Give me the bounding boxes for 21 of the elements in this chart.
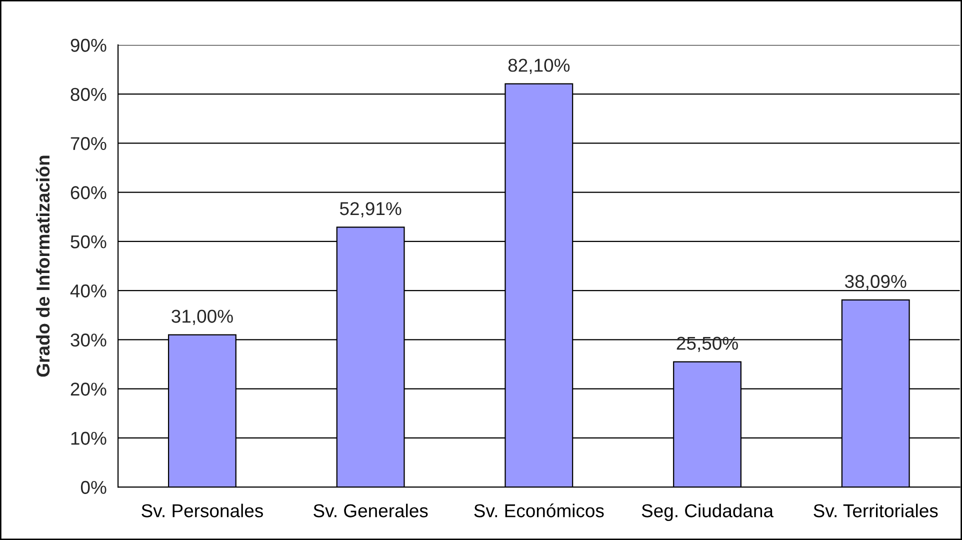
x-tick-label: Seg. Ciudadana xyxy=(642,504,774,521)
y-tick-label: 20% xyxy=(70,382,106,396)
x-tick-label: Sv. Generales xyxy=(314,504,428,518)
data-label: 52,91% xyxy=(340,202,402,218)
y-tick-label: 90% xyxy=(70,38,106,52)
y-tick-label: 40% xyxy=(70,284,106,298)
y-tick-label: 80% xyxy=(70,88,106,101)
data-label: 25,50% xyxy=(676,336,738,352)
x-tick-label: Sv. Económicos xyxy=(474,504,604,518)
y-tick-label: 70% xyxy=(70,137,106,150)
x-tick-label: Sv. Territoriales xyxy=(814,504,938,518)
data-label: 82,10% xyxy=(508,58,570,74)
y-tick-label: 50% xyxy=(70,235,106,248)
y-tick-label: 30% xyxy=(70,334,106,347)
data-label: 31,00% xyxy=(172,310,233,325)
data-label: 38,09% xyxy=(844,274,906,290)
y-tick-label: 60% xyxy=(70,186,106,200)
y-tick-label: 10% xyxy=(71,432,106,445)
x-tick-label: Sv. Personales xyxy=(142,504,263,518)
y-tick-label: 0% xyxy=(80,480,106,494)
y-axis-title: Grado de Informatización xyxy=(36,156,50,377)
